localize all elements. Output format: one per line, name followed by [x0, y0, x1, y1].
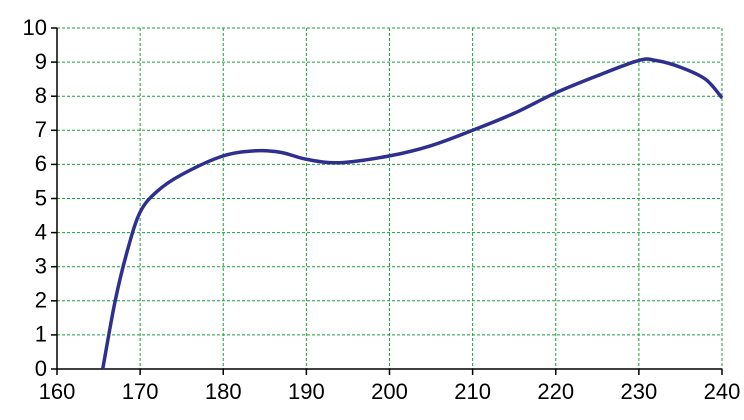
y-tick-label: 5 — [35, 185, 47, 210]
y-tick-label: 1 — [35, 322, 47, 347]
x-tick-label: 220 — [537, 379, 574, 404]
y-tick-label: 0 — [35, 356, 47, 381]
x-tick-label: 240 — [704, 379, 741, 404]
x-tick-label: 230 — [621, 379, 658, 404]
y-tick-label: 4 — [35, 219, 47, 244]
x-tick-label: 190 — [288, 379, 325, 404]
x-tick-label: 180 — [205, 379, 242, 404]
line-series — [100, 57, 724, 370]
y-tick-label: 7 — [35, 117, 47, 142]
x-tick-label: 200 — [371, 379, 408, 404]
y-tick-label: 2 — [35, 288, 47, 313]
y-tick-label: 6 — [35, 151, 47, 176]
x-tick-label: 210 — [454, 379, 491, 404]
x-tick-label: 170 — [122, 379, 159, 404]
x-tick-label: 160 — [39, 379, 76, 404]
y-tick-label: 8 — [35, 83, 47, 108]
y-tick-label: 3 — [35, 254, 47, 279]
y-tick-label: 10 — [23, 15, 47, 40]
y-tick-label: 9 — [35, 49, 47, 74]
